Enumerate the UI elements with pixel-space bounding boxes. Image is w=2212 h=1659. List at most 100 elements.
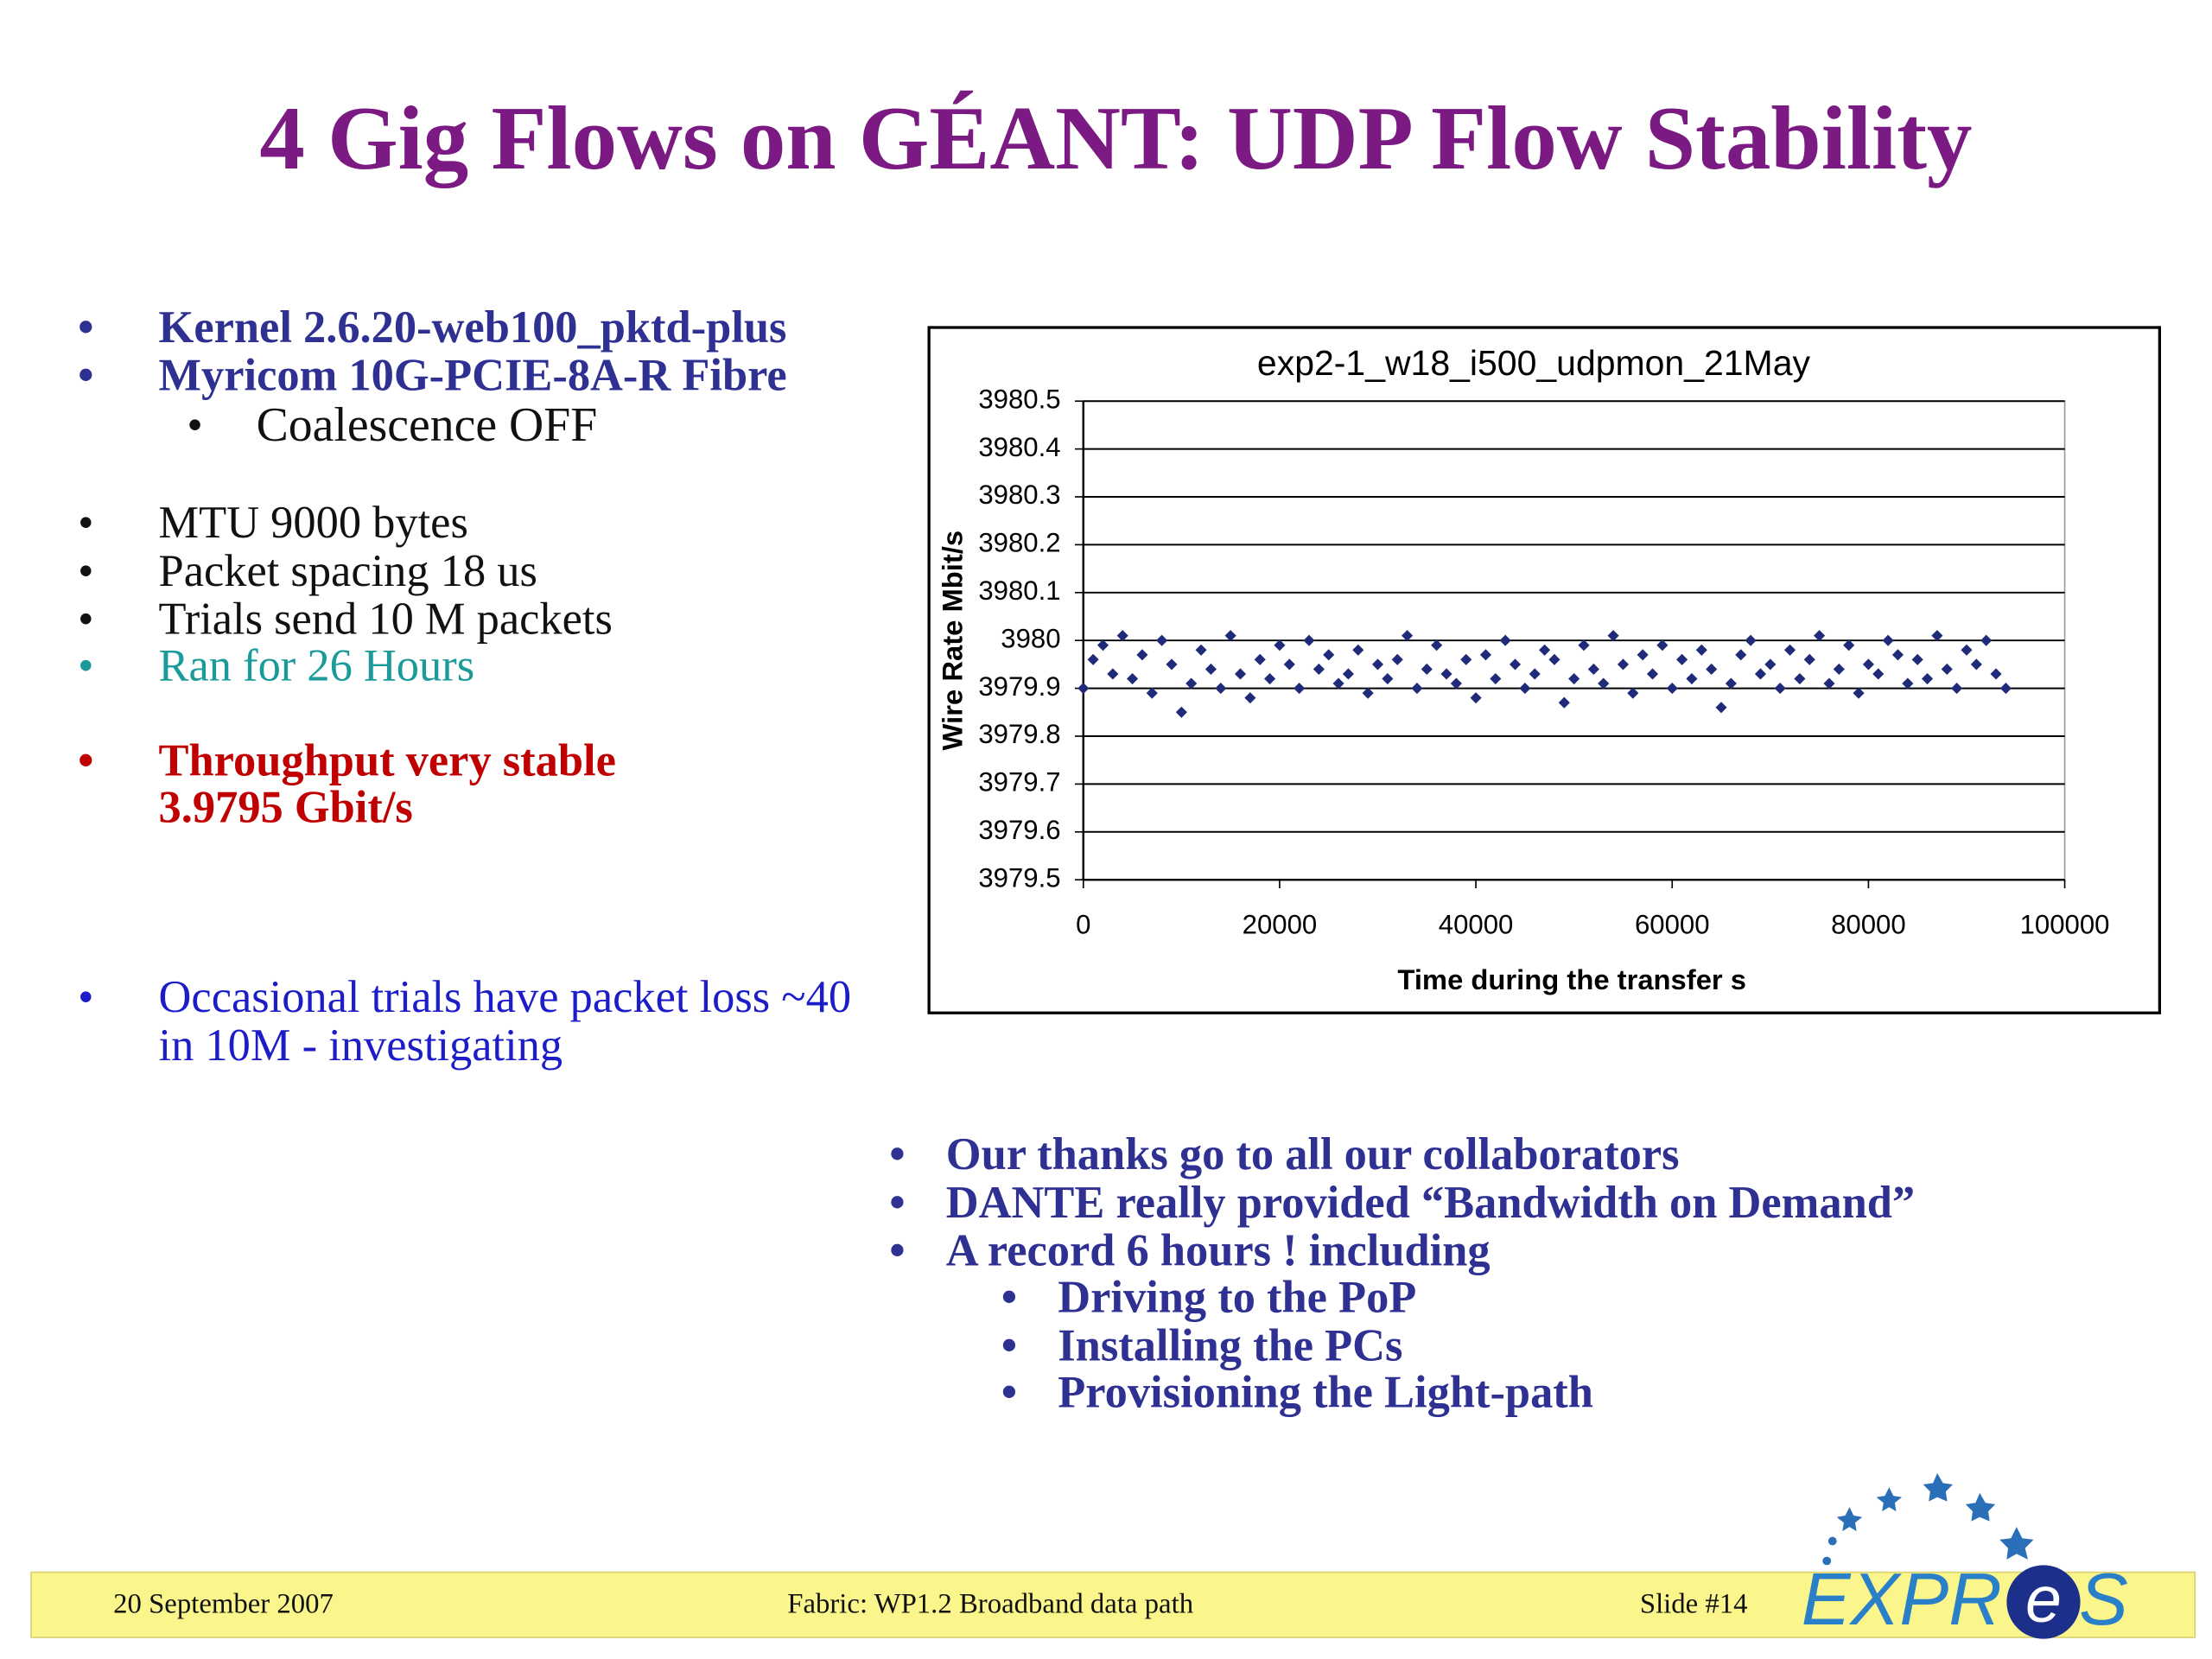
data-point	[1136, 649, 1148, 661]
left-bullets: • Kernel 2.6.20-web100_pktd-plus • Myric…	[78, 302, 851, 1071]
data-point	[1686, 672, 1698, 685]
bullet: •	[1001, 1320, 1017, 1370]
logo-text: EXPR	[1802, 1559, 2002, 1641]
bullet-text: Occasional trials have packet loss ~40	[159, 972, 852, 1022]
footer-band	[30, 1571, 2196, 1638]
bullet: •	[78, 498, 93, 548]
logo-stars	[1822, 1472, 2034, 1566]
y-tick-label: 3979.6	[978, 815, 1060, 845]
data-point	[1264, 672, 1276, 685]
footer-center: Fabric: WP1.2 Broadband data path	[787, 1588, 1193, 1619]
data-point	[1862, 658, 1874, 671]
footer-slide: Slide #14	[1640, 1588, 1748, 1619]
data-point	[1077, 683, 1090, 695]
bullet-text: 3.9795 Gbit/s	[159, 783, 413, 833]
logo-circle	[2006, 1565, 2081, 1639]
data-point	[1519, 683, 1531, 695]
data-point	[1666, 683, 1678, 695]
y-tick-label: 3980.3	[978, 480, 1060, 510]
y-tick-label: 3980.4	[978, 432, 1060, 462]
bullet-text: Driving to the PoP	[1058, 1273, 1416, 1323]
data-point	[1509, 658, 1522, 671]
data-point	[1637, 649, 1649, 661]
bullet-text: MTU 9000 bytes	[159, 498, 468, 548]
data-point	[1921, 672, 1934, 685]
bullet-text: Ran for 26 Hours	[159, 641, 475, 691]
data-point	[1617, 658, 1630, 671]
y-axis-label: Wire Rate Mbit/s	[936, 531, 968, 751]
chart-title: exp2-1_w18_i500_udpmon_21May	[1257, 343, 1811, 383]
bullet: •	[78, 594, 93, 645]
right-bullets: • Our thanks go to all our collaborators…	[889, 1129, 1915, 1417]
logo-text: S	[2079, 1559, 2128, 1641]
y-tick-label: 3980.2	[978, 528, 1060, 558]
bullet-text: Trials send 10 M packets	[159, 594, 613, 645]
bullet: •	[78, 546, 93, 596]
data-point	[1774, 683, 1786, 695]
data-point	[1558, 696, 1570, 709]
bullet-text: A record 6 hours ! including	[946, 1226, 1491, 1276]
bullet-text: DANTE really provided “Bandwidth on Dema…	[946, 1178, 1915, 1228]
x-axis-label: Time during the transfer s	[1397, 963, 1746, 995]
chart: exp2-1_w18_i500_udpmon_21May Wire Rate M…	[927, 326, 2161, 1014]
data-point	[1283, 658, 1295, 671]
data-point	[1156, 634, 1168, 646]
data-point	[1745, 634, 1757, 646]
bullet: •	[78, 641, 93, 691]
bullet-text: Kernel 2.6.20-web100_pktd-plus	[159, 302, 787, 353]
data-point	[1823, 677, 1835, 690]
x-tick-label: 100000	[2020, 909, 2110, 939]
y-tick-label: 3979.5	[978, 862, 1060, 893]
data-point	[1735, 649, 1747, 661]
bullet-text: in 10M - investigating	[159, 1020, 563, 1071]
data-point	[1725, 677, 1737, 690]
bullet-text: Installing the PCs	[1058, 1320, 1402, 1370]
data-point	[1980, 634, 1993, 646]
data-point	[1568, 672, 1580, 685]
bullet: •	[78, 351, 93, 401]
bullet-text: Coalescence OFF	[257, 398, 598, 452]
data-point	[1902, 677, 1914, 690]
bullet: •	[889, 1226, 905, 1276]
y-tick-label: 3979.8	[978, 719, 1060, 749]
data-point	[1371, 658, 1384, 671]
x-tick-label: 20000	[1243, 909, 1318, 939]
bullet: •	[889, 1129, 905, 1179]
data-point	[1450, 677, 1462, 690]
bullet: •	[78, 735, 93, 785]
bullet-text: Provisioning the Light-path	[1058, 1367, 1593, 1417]
data-point	[1332, 677, 1344, 690]
bullet: •	[78, 972, 93, 1022]
bullet: •	[1001, 1273, 1017, 1323]
data-point	[1598, 677, 1610, 690]
x-tick-label: 40000	[1439, 909, 1514, 939]
data-point	[1479, 649, 1492, 661]
x-tick-label: 0	[1076, 909, 1090, 939]
bullet: •	[1001, 1367, 1017, 1417]
bullet: •	[187, 400, 202, 450]
bullet: •	[78, 302, 93, 353]
y-tick-label: 3980.1	[978, 575, 1060, 606]
data-point	[1490, 672, 1502, 685]
y-tick-label: 3980	[1001, 623, 1060, 653]
logo: EXPR e S	[1802, 1472, 2128, 1641]
footer-date: 20 September 2007	[113, 1588, 334, 1619]
bullet-text: Myricom 10G-PCIE-8A-R Fibre	[159, 351, 787, 401]
bullet-text: Throughput very stable	[159, 735, 616, 785]
data-point	[1999, 683, 2012, 695]
y-tick-label: 3979.9	[978, 671, 1060, 702]
data-point	[1951, 683, 1963, 695]
data-point	[1127, 672, 1139, 685]
data-point	[1499, 634, 1511, 646]
bullet-text: Our thanks go to all our collaborators	[946, 1129, 1680, 1179]
x-tick-label: 80000	[1831, 909, 1906, 939]
y-tick-label: 3979.7	[978, 767, 1060, 798]
logo-text: e	[2025, 1563, 2062, 1636]
footer: 20 September 2007 Fabric: WP1.2 Broadban…	[30, 1571, 2196, 1638]
data-point	[1185, 677, 1198, 690]
slide-title: 4 Gig Flows on GÉANT: UDP Flow Stability	[259, 88, 1972, 188]
data-point	[1764, 658, 1777, 671]
bullet: •	[889, 1178, 905, 1228]
bullet-text: Packet spacing 18 us	[159, 546, 537, 596]
